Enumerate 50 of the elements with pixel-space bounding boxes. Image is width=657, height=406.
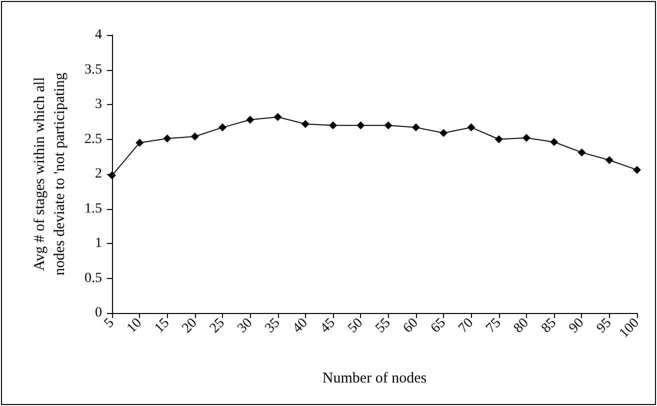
x-tick-label: 25 <box>207 316 228 336</box>
point <box>494 135 503 144</box>
y-tick-label: 4 <box>95 28 102 42</box>
y-tick-label: 2 <box>95 166 102 182</box>
x-tick-label: 45 <box>318 316 338 336</box>
x-tick-label: 75 <box>484 316 504 336</box>
point <box>384 121 392 130</box>
point <box>412 123 420 132</box>
x-tick-label: 20 <box>180 316 200 336</box>
point <box>550 138 558 146</box>
x-tick-label: 80 <box>511 316 532 336</box>
point <box>163 134 172 143</box>
y-tick-label: 0.5 <box>84 270 102 286</box>
point <box>136 138 144 147</box>
x-tick-label: 95 <box>594 316 615 336</box>
y-tick-label: 2.5 <box>84 132 102 147</box>
x-axis-title: Number of nodes <box>322 370 427 386</box>
x-tick-label: 60 <box>400 316 422 336</box>
x-tick-label: 50 <box>345 316 366 336</box>
y-tick-label: 1 <box>95 236 102 251</box>
y-tick-label: 3 <box>95 97 102 112</box>
y-tick-label: 1.5 <box>84 201 102 216</box>
point <box>301 120 310 128</box>
x-tick-label: 100 <box>616 316 642 342</box>
x-tick-label: 85 <box>538 316 560 336</box>
point <box>246 116 254 124</box>
x-tick-label: 35 <box>262 316 284 336</box>
y-tick-label: 3.5 <box>84 62 102 78</box>
x-tick-label: 40 <box>290 316 311 336</box>
x-tick-label: 55 <box>373 316 394 336</box>
point <box>190 132 199 140</box>
x-tick-label: 65 <box>428 316 449 336</box>
x-tick-label: 90 <box>566 316 588 336</box>
x-tick-label: 5 <box>102 316 118 332</box>
point <box>440 128 448 137</box>
point <box>218 123 227 132</box>
x-tick-label: 10 <box>124 316 145 336</box>
x-tick-label: 70 <box>456 316 477 336</box>
point <box>633 166 641 174</box>
point <box>329 121 338 130</box>
y-axis-title: Avg # of stages within which all nodes deviate to 'not participating <box>32 72 68 276</box>
point <box>274 113 282 122</box>
point <box>522 134 530 142</box>
y-tick-label: 0 <box>95 306 102 320</box>
point <box>467 123 476 132</box>
point <box>578 148 586 156</box>
point <box>605 156 614 164</box>
point <box>356 121 365 130</box>
x-tick-label: 30 <box>234 316 256 336</box>
x-tick-label: 15 <box>152 316 173 336</box>
